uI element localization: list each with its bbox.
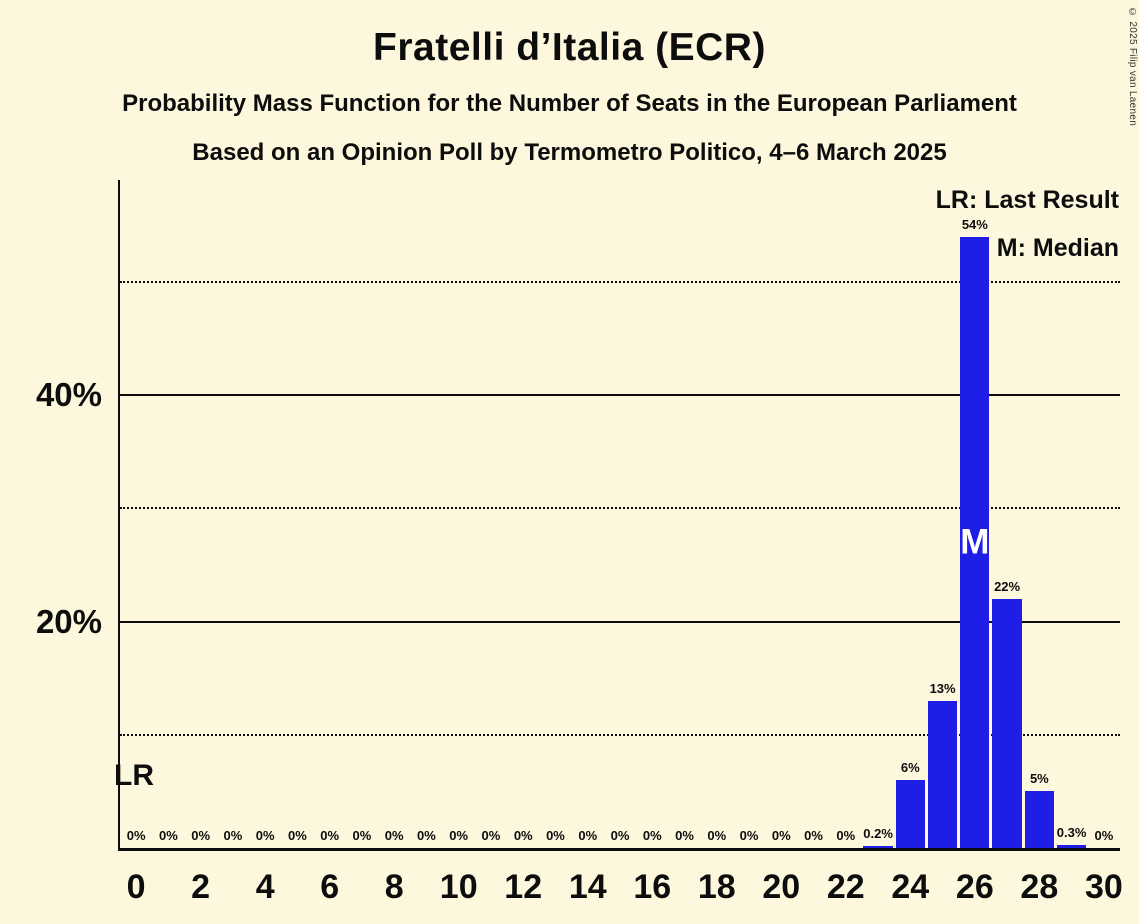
median-marker: M xyxy=(960,522,990,562)
probability-bar xyxy=(960,236,990,848)
legend-last-result: LR: Last Result xyxy=(935,186,1119,214)
solid-gridline xyxy=(120,620,1120,623)
last-result-marker: LR xyxy=(114,759,154,792)
x-axis-label: 14 xyxy=(568,868,607,906)
probability-bar xyxy=(992,598,1022,848)
bar-value-label: 54% xyxy=(961,216,988,232)
bar-value-label: 0% xyxy=(417,828,436,843)
bar-value-label: 0% xyxy=(546,828,565,843)
probability-bar xyxy=(895,780,925,848)
x-axis-label: 4 xyxy=(255,868,275,906)
bar-value-label: 0% xyxy=(449,828,469,843)
x-axis-label: 22 xyxy=(826,868,865,906)
bar-value-label: 0% xyxy=(320,828,340,843)
bar-value-label: 0% xyxy=(158,828,178,843)
x-axis-label: 20 xyxy=(762,868,801,906)
x-axis-label: 8 xyxy=(384,868,404,906)
bar-value-label: 0% xyxy=(578,828,598,843)
chart-poll-info: Based on an Opinion Poll by Termometro P… xyxy=(192,139,947,166)
x-axis-label: 12 xyxy=(504,868,543,906)
chart-subtitle: Probability Mass Function for the Number… xyxy=(122,90,1017,117)
bar-value-label: 0% xyxy=(642,828,662,843)
probability-bar xyxy=(927,700,958,848)
x-axis-label: 24 xyxy=(891,868,930,906)
bar-value-label: 0% xyxy=(223,828,243,843)
dotted-gridline xyxy=(120,507,1120,510)
solid-gridline xyxy=(120,394,1120,397)
probability-bar xyxy=(863,845,893,848)
bar-value-label: 0% xyxy=(739,828,759,843)
copyright-notice: © 2025 Filip van Laenen xyxy=(1127,7,1138,127)
y-axis-label: 20% xyxy=(35,602,102,640)
legend-median: M: Median xyxy=(996,234,1119,262)
x-axis-label: 2 xyxy=(191,868,211,906)
bar-value-label: 0% xyxy=(610,828,630,843)
bar-value-label: 0% xyxy=(384,828,404,843)
dotted-gridline xyxy=(120,280,1120,283)
bar-value-label: 0% xyxy=(255,828,275,843)
bar-value-label: 0% xyxy=(804,828,823,843)
probability-bar xyxy=(1056,844,1087,848)
bar-value-label: 5% xyxy=(1029,771,1049,787)
bar-value-label: 0% xyxy=(513,828,533,843)
bar-value-label: 0.2% xyxy=(863,825,893,841)
x-axis-label: 18 xyxy=(697,868,736,906)
bar-value-label: 0% xyxy=(836,828,856,843)
bar-value-label: 13% xyxy=(929,680,956,696)
dotted-gridline xyxy=(120,733,1120,736)
bar-value-label: 0% xyxy=(288,828,307,843)
bar-value-label: 0.3% xyxy=(1056,824,1087,840)
bar-value-label: 0% xyxy=(126,828,146,843)
bar-value-label: 0% xyxy=(1094,828,1114,843)
bar-value-label: 22% xyxy=(994,578,1021,594)
x-axis-label: 26 xyxy=(955,868,994,906)
bar-value-label: 0% xyxy=(771,828,791,843)
y-axis-label: 40% xyxy=(35,376,102,414)
bar-value-label: 0% xyxy=(675,828,694,843)
x-axis-label: 16 xyxy=(633,868,672,906)
x-axis-label: 28 xyxy=(1020,868,1059,906)
bar-value-label: 0% xyxy=(707,828,727,843)
bar-value-label: 0% xyxy=(352,828,372,843)
x-axis-label: 0 xyxy=(126,868,146,906)
probability-bar xyxy=(1024,791,1054,848)
x-axis-label: 30 xyxy=(1084,868,1123,906)
x-axis-label: 10 xyxy=(439,868,478,906)
bar-value-label: 0% xyxy=(191,828,211,843)
bar-value-label: 0% xyxy=(481,828,501,843)
page-title: Fratelli d’Italia (ECR) xyxy=(373,26,766,69)
bar-value-label: 6% xyxy=(900,760,920,776)
x-axis-label: 6 xyxy=(320,868,340,906)
plot-area: LR 0% 0% 0% 0% 0% 0% 0% 0% 0% 0% 0% 0% 0% 0% 0% 0% 0% 0% 0… xyxy=(114,180,1120,851)
